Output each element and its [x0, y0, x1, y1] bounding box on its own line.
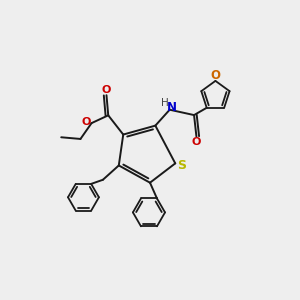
- Text: N: N: [167, 101, 176, 114]
- Text: O: O: [82, 117, 91, 127]
- Text: O: O: [210, 69, 220, 82]
- Text: O: O: [192, 137, 201, 147]
- Text: H: H: [161, 98, 169, 108]
- Text: O: O: [101, 85, 111, 95]
- Text: S: S: [177, 159, 186, 172]
